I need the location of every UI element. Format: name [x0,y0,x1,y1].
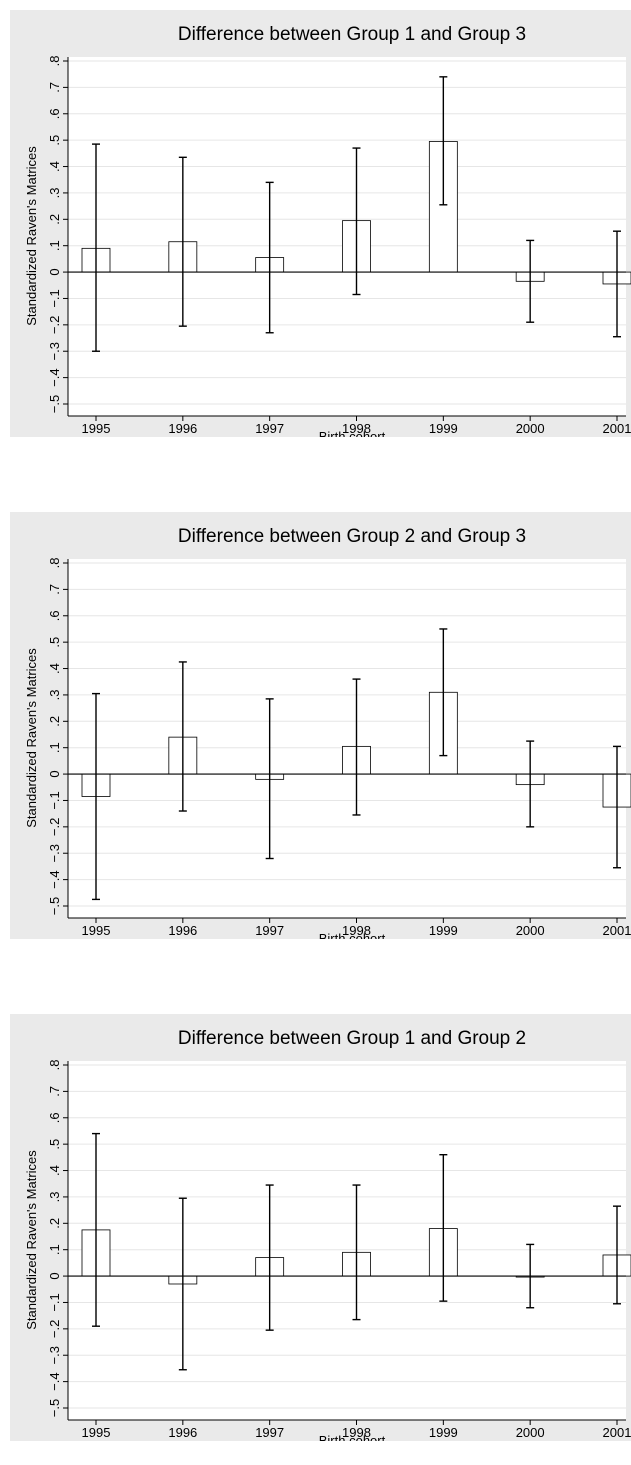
y-tick-label: −.2 [47,818,62,836]
y-tick-label: −.2 [47,316,62,334]
x-tick-label: 1999 [429,421,458,436]
y-tick-label: .8 [47,56,62,67]
y-tick-label: −.5 [47,395,62,413]
x-tick-label: 1998 [342,1425,371,1440]
y-tick-label: .4 [47,663,62,674]
y-tick-label: 0 [47,1272,62,1279]
y-tick-label: −.3 [47,342,62,360]
y-tick-label: .1 [47,742,62,753]
x-tick-label: 1995 [82,923,111,938]
x-axis-label: Birth cohort [319,1433,386,1441]
y-tick-label: .7 [47,584,62,595]
chart-marks: −.5 −.4 −.3 −.2 −.1 0 .1 .2 .3 .4 .5 .6 .7 .8 1995 1996… [47,56,631,436]
x-tick-label: 1998 [342,421,371,436]
y-tick-label: .6 [47,610,62,621]
y-tick-label: .7 [47,82,62,93]
chart-title: Difference between Group 2 and Group 3 [178,526,526,547]
y-tick-label: −.1 [47,791,62,809]
y-tick-label: −.1 [47,289,62,307]
y-tick-label: .5 [47,135,62,146]
y-tick-label: 0 [47,770,62,777]
y-tick-label: .8 [47,558,62,569]
y-axis-label: Standardized Raven's Matrices [24,648,39,828]
y-tick-label: .6 [47,1112,62,1123]
y-tick-label: −.4 [47,368,62,386]
y-tick-label: .7 [47,1086,62,1097]
y-tick-label: −.1 [47,1293,62,1311]
y-tick-label: .2 [47,716,62,727]
x-tick-label: 1999 [429,923,458,938]
x-tick-label: 1997 [255,421,284,436]
y-tick-label: 0 [47,268,62,275]
y-axis-label: Standardized Raven's Matrices [24,146,39,326]
y-tick-label: .2 [47,214,62,225]
y-tick-label: −.4 [47,870,62,888]
y-tick-label: .2 [47,1218,62,1229]
chart-title: Difference between Group 1 and Group 2 [178,1028,526,1049]
y-tick-label: −.5 [47,1399,62,1417]
y-tick-label: .1 [47,240,62,251]
chart-3: Difference between Group 1 and Group 2 S… [24,1028,631,1441]
y-tick-label: .3 [47,1192,62,1203]
x-tick-label: 2000 [516,923,545,938]
y-tick-label: .8 [47,1060,62,1071]
x-tick-label: 1997 [255,923,284,938]
y-tick-label: .4 [47,161,62,172]
y-tick-label: .3 [47,690,62,701]
chart-title: Difference between Group 1 and Group 3 [178,24,526,45]
chart-marks: −.5 −.4 −.3 −.2 −.1 0 .1 .2 .3 .4 .5 .6 .7 .8 1995 1996… [47,558,631,938]
x-tick-label: 1996 [168,923,197,938]
chart-2: Difference between Group 2 and Group 3 S… [24,526,631,939]
x-tick-label: 2001 [603,923,631,938]
y-axis-label: Standardized Raven's Matrices [24,1150,39,1330]
y-tick-label: .4 [47,1165,62,1176]
x-tick-label: 1996 [168,421,197,436]
y-tick-label: −.5 [47,897,62,915]
y-tick-label: .3 [47,188,62,199]
y-tick-label: −.2 [47,1320,62,1338]
x-tick-label: 1997 [255,1425,284,1440]
chart-panel-2: Difference between Group 2 and Group 3 S… [10,512,631,939]
x-tick-label: 1999 [429,1425,458,1440]
chart-panel-3: Difference between Group 1 and Group 2 S… [10,1014,631,1441]
x-tick-label: 1995 [82,1425,111,1440]
x-tick-label: 1998 [342,923,371,938]
x-axis-label: Birth cohort [319,429,386,437]
x-axis-label: Birth cohort [319,931,386,939]
x-tick-label: 2000 [516,421,545,436]
x-tick-label: 2001 [603,421,631,436]
y-tick-label: −.3 [47,1346,62,1364]
y-tick-label: .5 [47,637,62,648]
chart-panel-1: Difference between Group 1 and Group 3 S… [10,10,631,437]
x-tick-label: 2000 [516,1425,545,1440]
x-tick-label: 1995 [82,421,111,436]
y-tick-label: −.4 [47,1372,62,1390]
x-tick-label: 2001 [603,1425,631,1440]
y-tick-label: .5 [47,1139,62,1150]
plot-area [68,1061,626,1420]
x-tick-label: 1996 [168,1425,197,1440]
y-tick-label: .6 [47,108,62,119]
chart-marks: −.5 −.4 −.3 −.2 −.1 0 .1 .2 .3 .4 .5 .6 .7 .8 1995 1996… [47,1060,631,1440]
plot-area [68,559,626,918]
y-tick-label: −.3 [47,844,62,862]
chart-1: Difference between Group 1 and Group 3 S… [24,24,631,437]
y-tick-label: .1 [47,1244,62,1255]
